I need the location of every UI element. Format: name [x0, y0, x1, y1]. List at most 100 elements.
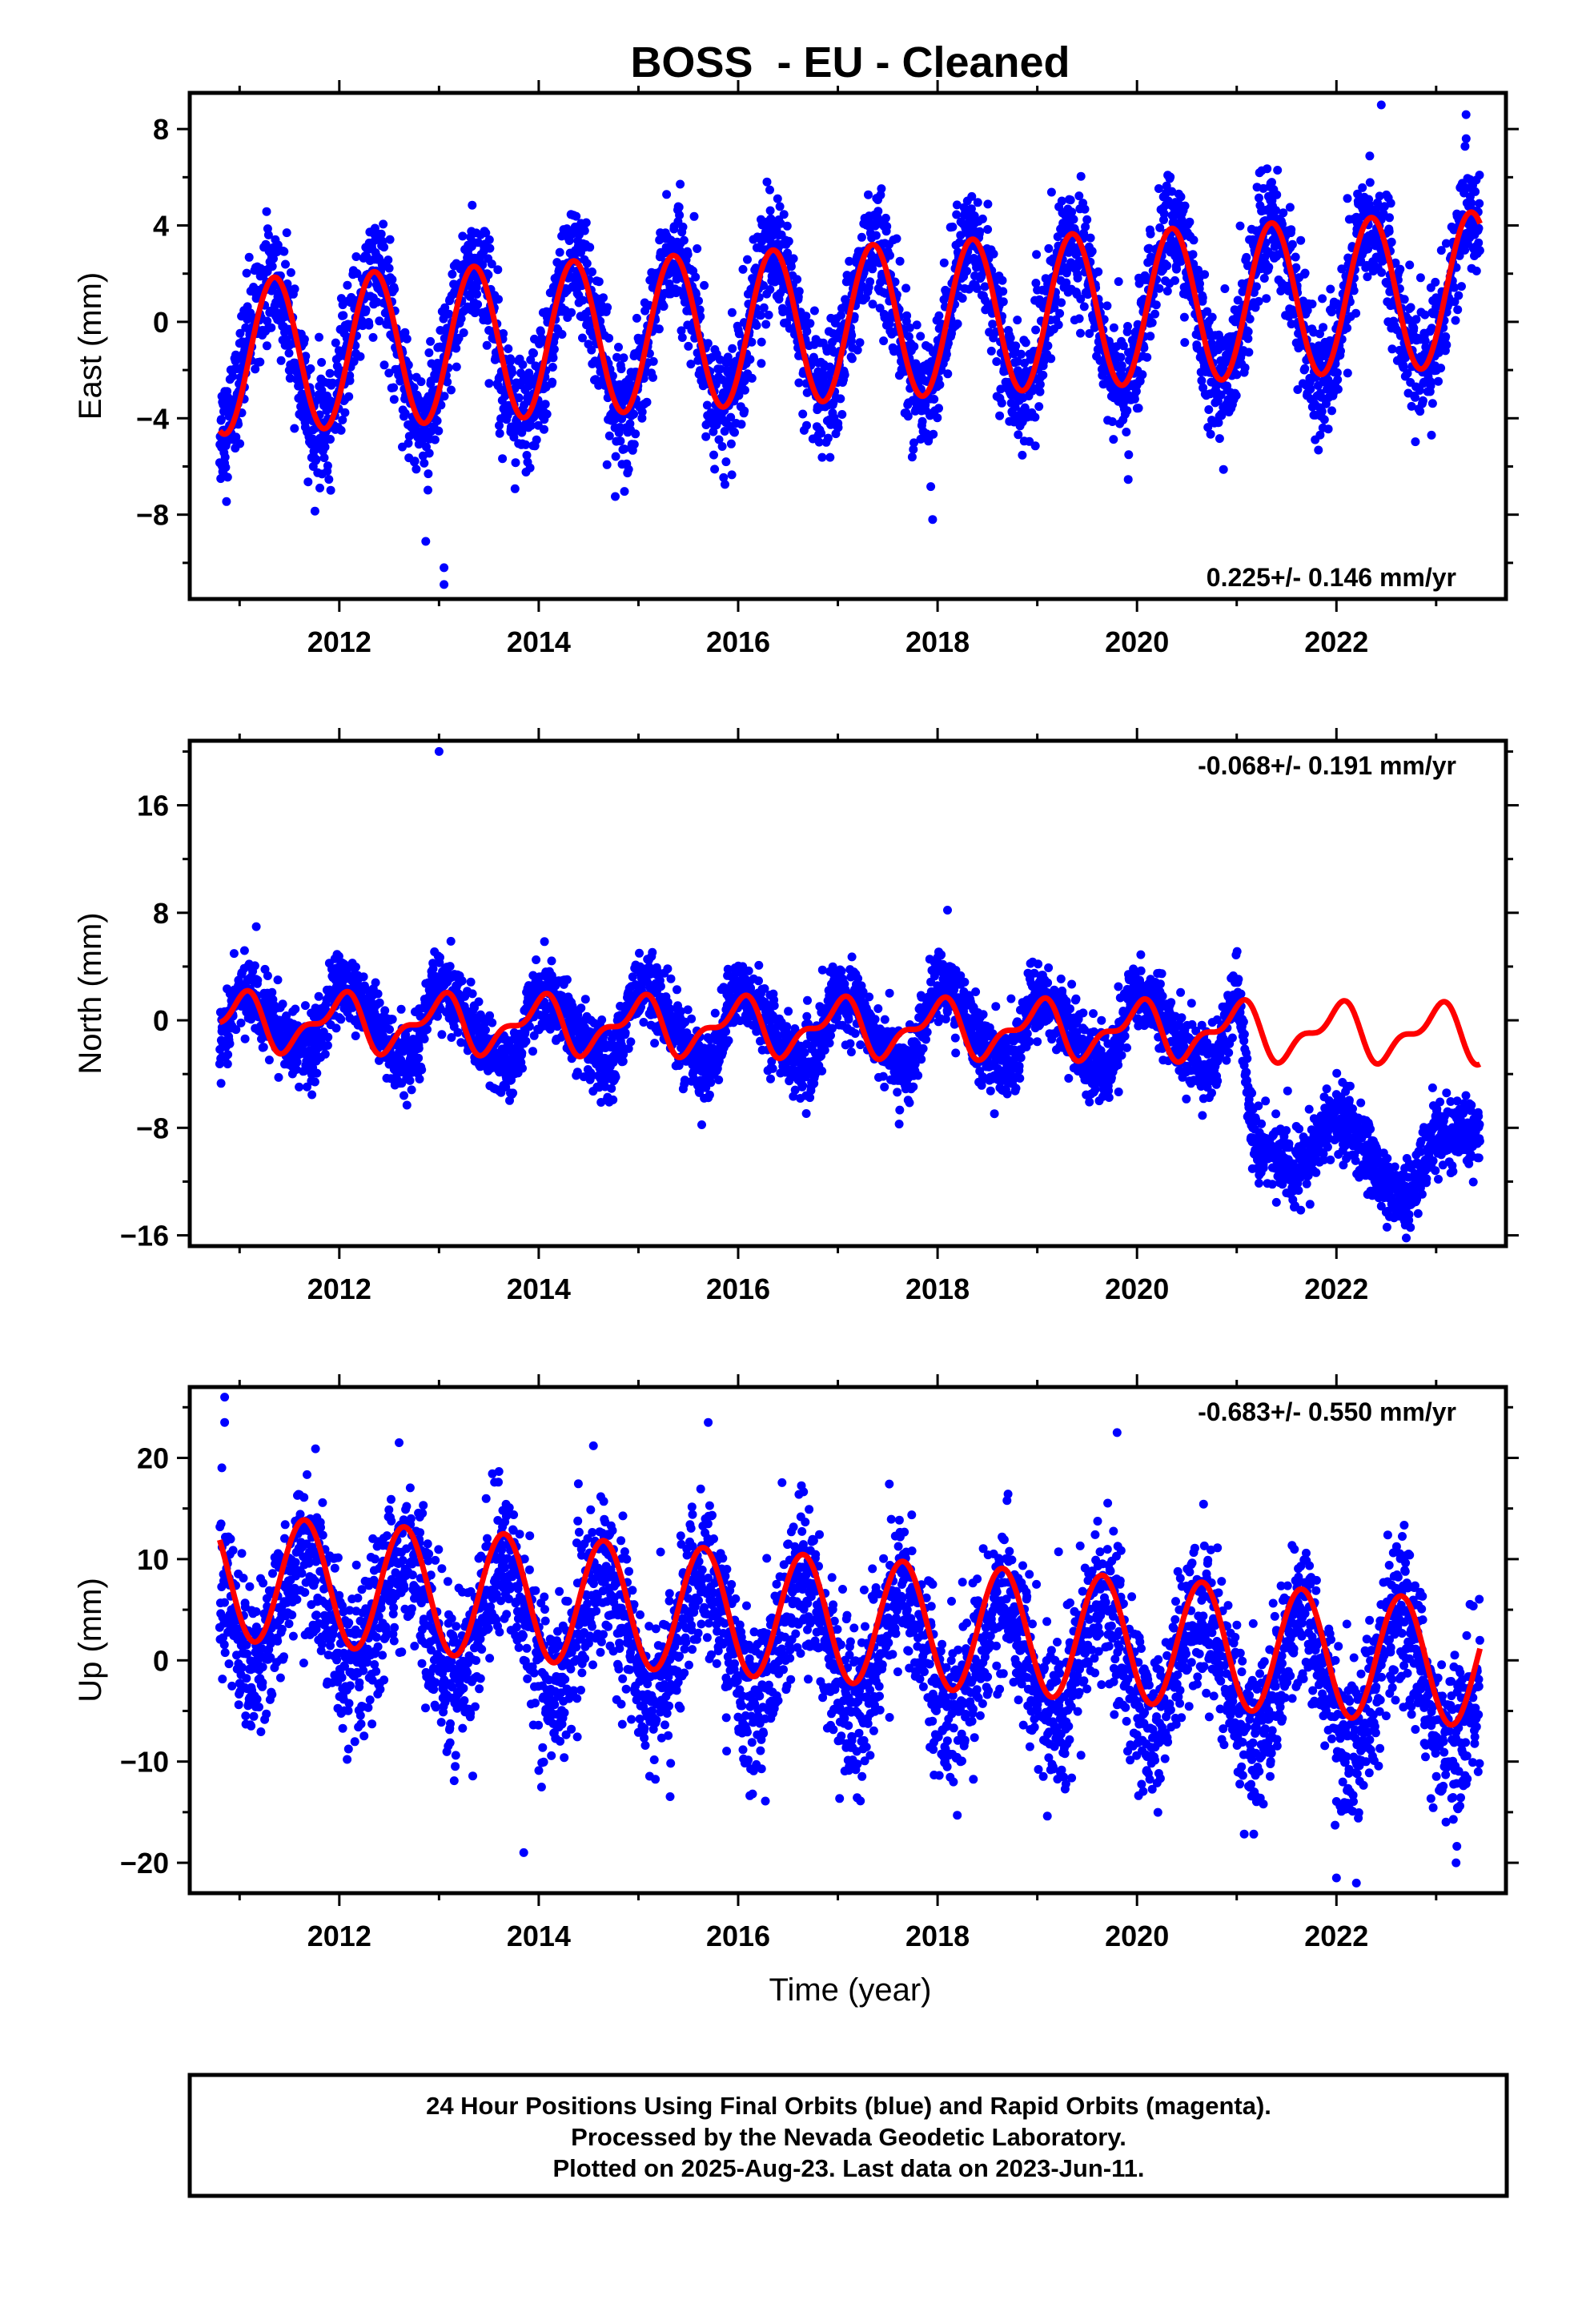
data-point: [1264, 263, 1274, 272]
data-point: [1411, 437, 1420, 447]
data-point: [654, 324, 664, 334]
data-point: [740, 406, 749, 416]
data-point: [709, 450, 718, 460]
data-point: [745, 355, 755, 364]
data-point: [310, 1077, 319, 1087]
data-point: [1436, 364, 1446, 373]
data-point: [221, 463, 231, 472]
data-point: [814, 437, 824, 447]
data-point: [1142, 352, 1152, 362]
data-point: [1215, 434, 1224, 444]
data-point: [522, 451, 532, 460]
data-point: [1013, 366, 1022, 376]
data-point: [805, 319, 815, 328]
data-point: [456, 314, 466, 324]
data-point: [885, 251, 894, 260]
data-point: [881, 213, 890, 223]
data-point: [494, 295, 503, 304]
data-point: [853, 345, 862, 355]
chart-title: BOSS - EU - Cleaned: [630, 38, 1070, 86]
data-point: [514, 393, 524, 403]
data-point: [1069, 215, 1078, 224]
data-point: [1214, 418, 1223, 428]
data-point: [1415, 407, 1425, 416]
data-point: [997, 398, 1006, 408]
data-point: [317, 358, 327, 367]
data-point: [482, 340, 492, 350]
data-point: [371, 978, 380, 987]
data-point: [578, 296, 588, 305]
data-point: [312, 1068, 322, 1078]
data-point: [1395, 264, 1405, 274]
data-point: [676, 179, 685, 189]
data-point: [284, 348, 294, 358]
data-point: [259, 1043, 268, 1052]
data-point: [624, 464, 633, 474]
data-point: [1046, 187, 1056, 197]
data-point: [473, 300, 483, 309]
data-point: [631, 429, 640, 439]
data-point: [1267, 178, 1276, 187]
data-point: [495, 428, 504, 438]
data-point: [802, 327, 812, 336]
data-point: [1474, 238, 1484, 247]
data-point: [540, 424, 548, 434]
data-point: [1207, 312, 1217, 322]
data-point: [1074, 191, 1084, 201]
data-point: [548, 353, 558, 363]
data-point: [242, 268, 251, 278]
data-point: [620, 444, 629, 454]
data-point: [1287, 225, 1296, 235]
data-point: [873, 207, 883, 216]
data-point: [730, 428, 739, 437]
data-point: [679, 235, 689, 245]
data-point: [411, 424, 420, 433]
data-point: [310, 506, 319, 516]
data-point: [691, 272, 701, 282]
data-point: [726, 412, 736, 422]
data-point: [709, 427, 718, 436]
data-point: [1399, 295, 1409, 304]
data-point: [240, 1034, 250, 1043]
data-point: [1375, 191, 1384, 201]
data-point: [540, 400, 550, 409]
x-tick-label: 2022: [1304, 625, 1368, 658]
data-point: [262, 207, 271, 216]
data-point: [1407, 401, 1416, 411]
data-point: [420, 1034, 429, 1043]
data-point: [261, 239, 271, 249]
data-point: [1194, 265, 1203, 275]
data-point: [1279, 208, 1288, 218]
data-point: [916, 332, 926, 341]
data-point: [1086, 233, 1095, 243]
data-point: [409, 383, 419, 392]
data-point: [743, 255, 752, 264]
data-point: [904, 332, 913, 341]
data-point: [1013, 356, 1022, 366]
data-point: [1147, 318, 1157, 328]
data-point: [845, 256, 854, 266]
data-point: [1150, 309, 1160, 319]
data-point: [485, 243, 495, 253]
data-point: [1017, 349, 1026, 359]
data-point: [871, 231, 881, 240]
data-point: [1180, 201, 1190, 211]
data-point: [291, 1065, 301, 1074]
data-point: [1217, 411, 1227, 420]
outlier-point: [440, 580, 449, 589]
data-point: [823, 433, 833, 443]
model-curve: [217, 209, 1483, 437]
data-point: [404, 439, 413, 448]
data-point: [414, 1043, 424, 1053]
data-point: [1231, 391, 1241, 400]
data-point: [264, 1055, 274, 1065]
data-point: [317, 385, 327, 395]
data-point: [415, 1074, 424, 1084]
data-point: [837, 410, 847, 419]
data-point: [1087, 247, 1097, 256]
data-point: [481, 228, 491, 238]
data-point: [1467, 199, 1476, 208]
data-point: [721, 457, 731, 467]
data-point: [384, 263, 394, 273]
